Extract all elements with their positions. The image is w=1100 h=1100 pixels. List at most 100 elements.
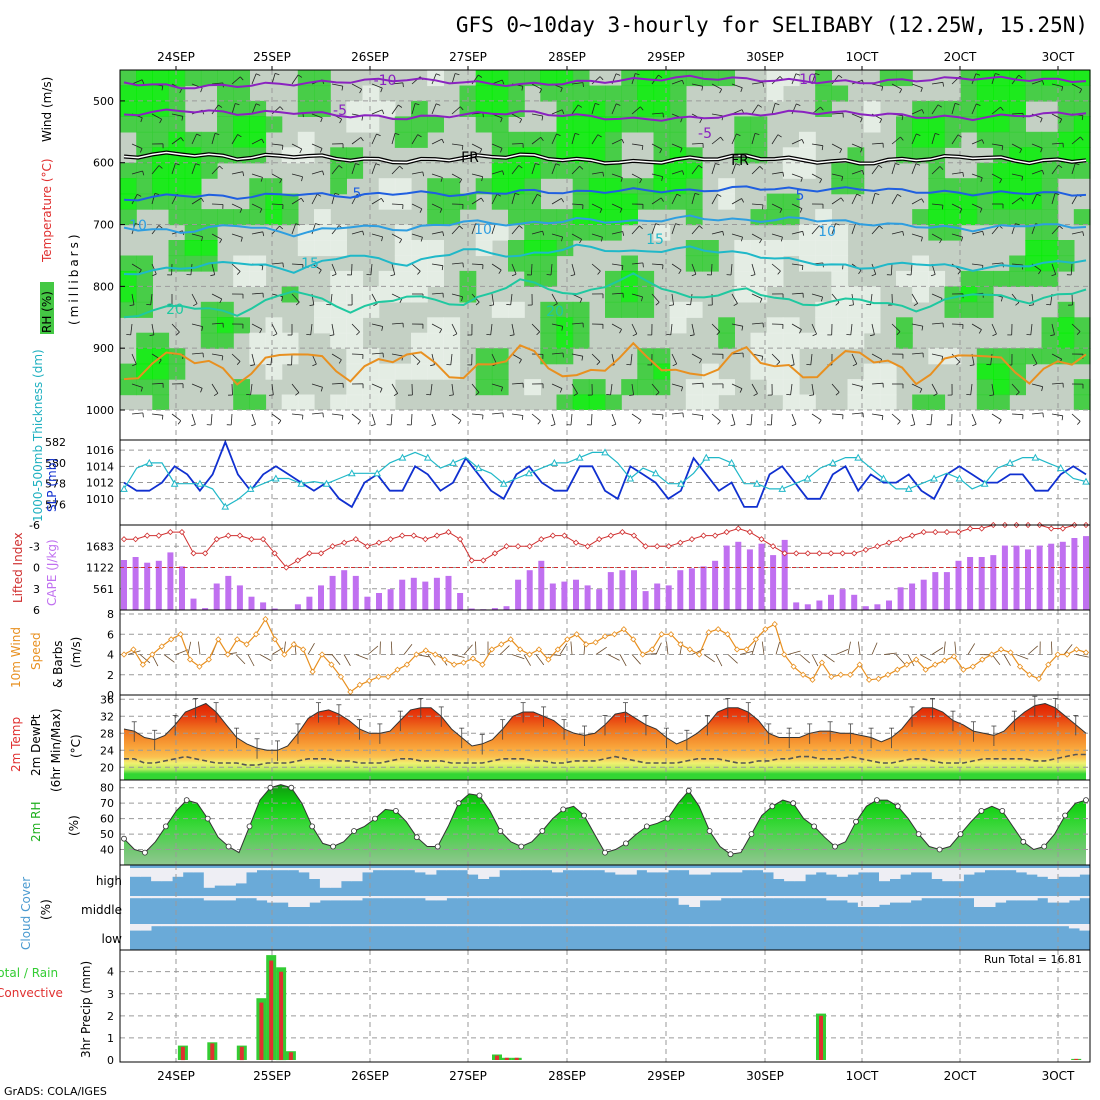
- ylabel-lifted-index: Lifted Index: [11, 532, 25, 603]
- rh-cell: [378, 100, 396, 117]
- wind-barb-flag: [619, 208, 623, 213]
- wind-barb-flag: [777, 134, 782, 138]
- rh-cell: [572, 162, 590, 179]
- wind-barb-flag: [753, 393, 758, 397]
- rh-cell: [330, 332, 347, 349]
- wind-barb-flag: [582, 82, 584, 88]
- cape-bar: [735, 541, 742, 610]
- thickness-marker: [474, 464, 483, 472]
- wind-barb: [651, 197, 662, 205]
- wind-barb: [750, 413, 753, 426]
- rh-cell: [217, 70, 234, 87]
- cloud-gap-low: [604, 924, 616, 927]
- wind-barb-flag: [626, 364, 631, 366]
- rh-cell: [993, 162, 1010, 179]
- cape-bar: [793, 602, 800, 610]
- top-date-2OCT: 2OCT: [944, 50, 977, 64]
- cloud-gap-high: [583, 868, 595, 871]
- rh-cell: [976, 85, 994, 102]
- cloud-gap-middle: [446, 896, 458, 899]
- wind-barb-flag: [459, 106, 464, 111]
- cape-bar: [155, 560, 162, 610]
- rh-cell: [556, 116, 574, 133]
- barb-10m: [739, 651, 753, 655]
- wind-barb-flag: [553, 303, 558, 307]
- ylabel-rh: RH (%): [40, 291, 54, 333]
- wind-barb-flag: [735, 163, 741, 166]
- wind-barb: [811, 225, 820, 235]
- thickness-marker: [120, 484, 128, 492]
- cloud-gap-high: [900, 868, 912, 875]
- rh-cell: [847, 301, 865, 318]
- wind-barb: [1011, 112, 1024, 115]
- rh-cell: [1041, 332, 1059, 349]
- wind-barb: [550, 263, 553, 276]
- wind-barb: [751, 233, 762, 240]
- wind-barb-flag: [200, 388, 203, 393]
- wind-barb: [691, 323, 695, 335]
- wind-barb-flag: [132, 363, 137, 367]
- thickness-marker: [347, 469, 356, 477]
- wind-barb-flag: [621, 265, 624, 271]
- wind-marker: [1073, 646, 1080, 653]
- rh-cell: [685, 255, 703, 272]
- wind-barb: [391, 263, 396, 275]
- wind-barb: [831, 173, 843, 177]
- wind-barb-flag: [579, 239, 583, 244]
- rh-cell: [200, 332, 218, 349]
- barb-10m: [655, 642, 662, 655]
- wind-barb-flag: [1080, 136, 1084, 141]
- cloud-gap-high: [1079, 868, 1091, 875]
- cloud-gap-high: [267, 868, 279, 871]
- wind-barb: [711, 413, 721, 422]
- wind-barb: [291, 173, 303, 178]
- wind-barb: [671, 263, 682, 271]
- wind-barb-flag: [322, 170, 325, 176]
- wind-barb-flag: [862, 412, 864, 418]
- wind-barb-flag: [849, 304, 854, 306]
- barb-10m: [643, 653, 658, 655]
- cloud-gap-middle: [963, 896, 975, 899]
- rh-cell: [1009, 255, 1026, 272]
- li-marker: [248, 536, 255, 543]
- cloud-gap-middle: [1047, 896, 1059, 903]
- cloud-gap-low: [636, 924, 648, 927]
- wind-barb: [691, 353, 702, 360]
- wind-barb-flag: [441, 138, 445, 144]
- wind-barb-flag: [910, 424, 915, 427]
- thickness-marker: [297, 479, 306, 487]
- wind-barb-flag: [282, 145, 284, 150]
- rh-cell: [459, 193, 477, 210]
- rh-cell: [782, 332, 800, 349]
- cape-bar: [665, 585, 672, 610]
- rh-cell: [136, 85, 153, 102]
- li-marker: [712, 532, 719, 539]
- rh-cell: [960, 100, 978, 117]
- rh-cell: [993, 193, 1010, 210]
- cape-bar: [491, 608, 498, 610]
- wind-barb-flag: [818, 419, 822, 424]
- cape-bar: [862, 606, 869, 610]
- bottom-date-27SEP: 27SEP: [449, 1069, 487, 1083]
- rh-cell: [896, 317, 913, 334]
- wind-barb: [871, 164, 879, 175]
- wind-barb-flag: [318, 269, 322, 274]
- barb-10m: [595, 646, 607, 655]
- cloud-gap-middle: [815, 896, 827, 899]
- temp-tick-20: 20: [100, 761, 114, 774]
- wind-barb-flag: [879, 225, 883, 230]
- wind-barb: [571, 82, 583, 85]
- cape-bar: [445, 575, 452, 610]
- rh-cell: [863, 394, 881, 411]
- wind-barb-flag: [454, 73, 460, 76]
- cape-bar: [897, 587, 904, 610]
- wind-barb-flag: [274, 73, 280, 76]
- rh-cell: [459, 286, 477, 303]
- wind-barb-flag: [435, 103, 441, 106]
- wind-barb: [911, 109, 923, 115]
- rh-marker: [769, 803, 776, 810]
- cloud-gap-middle: [984, 896, 996, 907]
- wind-barb: [671, 223, 676, 235]
- wind-barb: [871, 263, 877, 275]
